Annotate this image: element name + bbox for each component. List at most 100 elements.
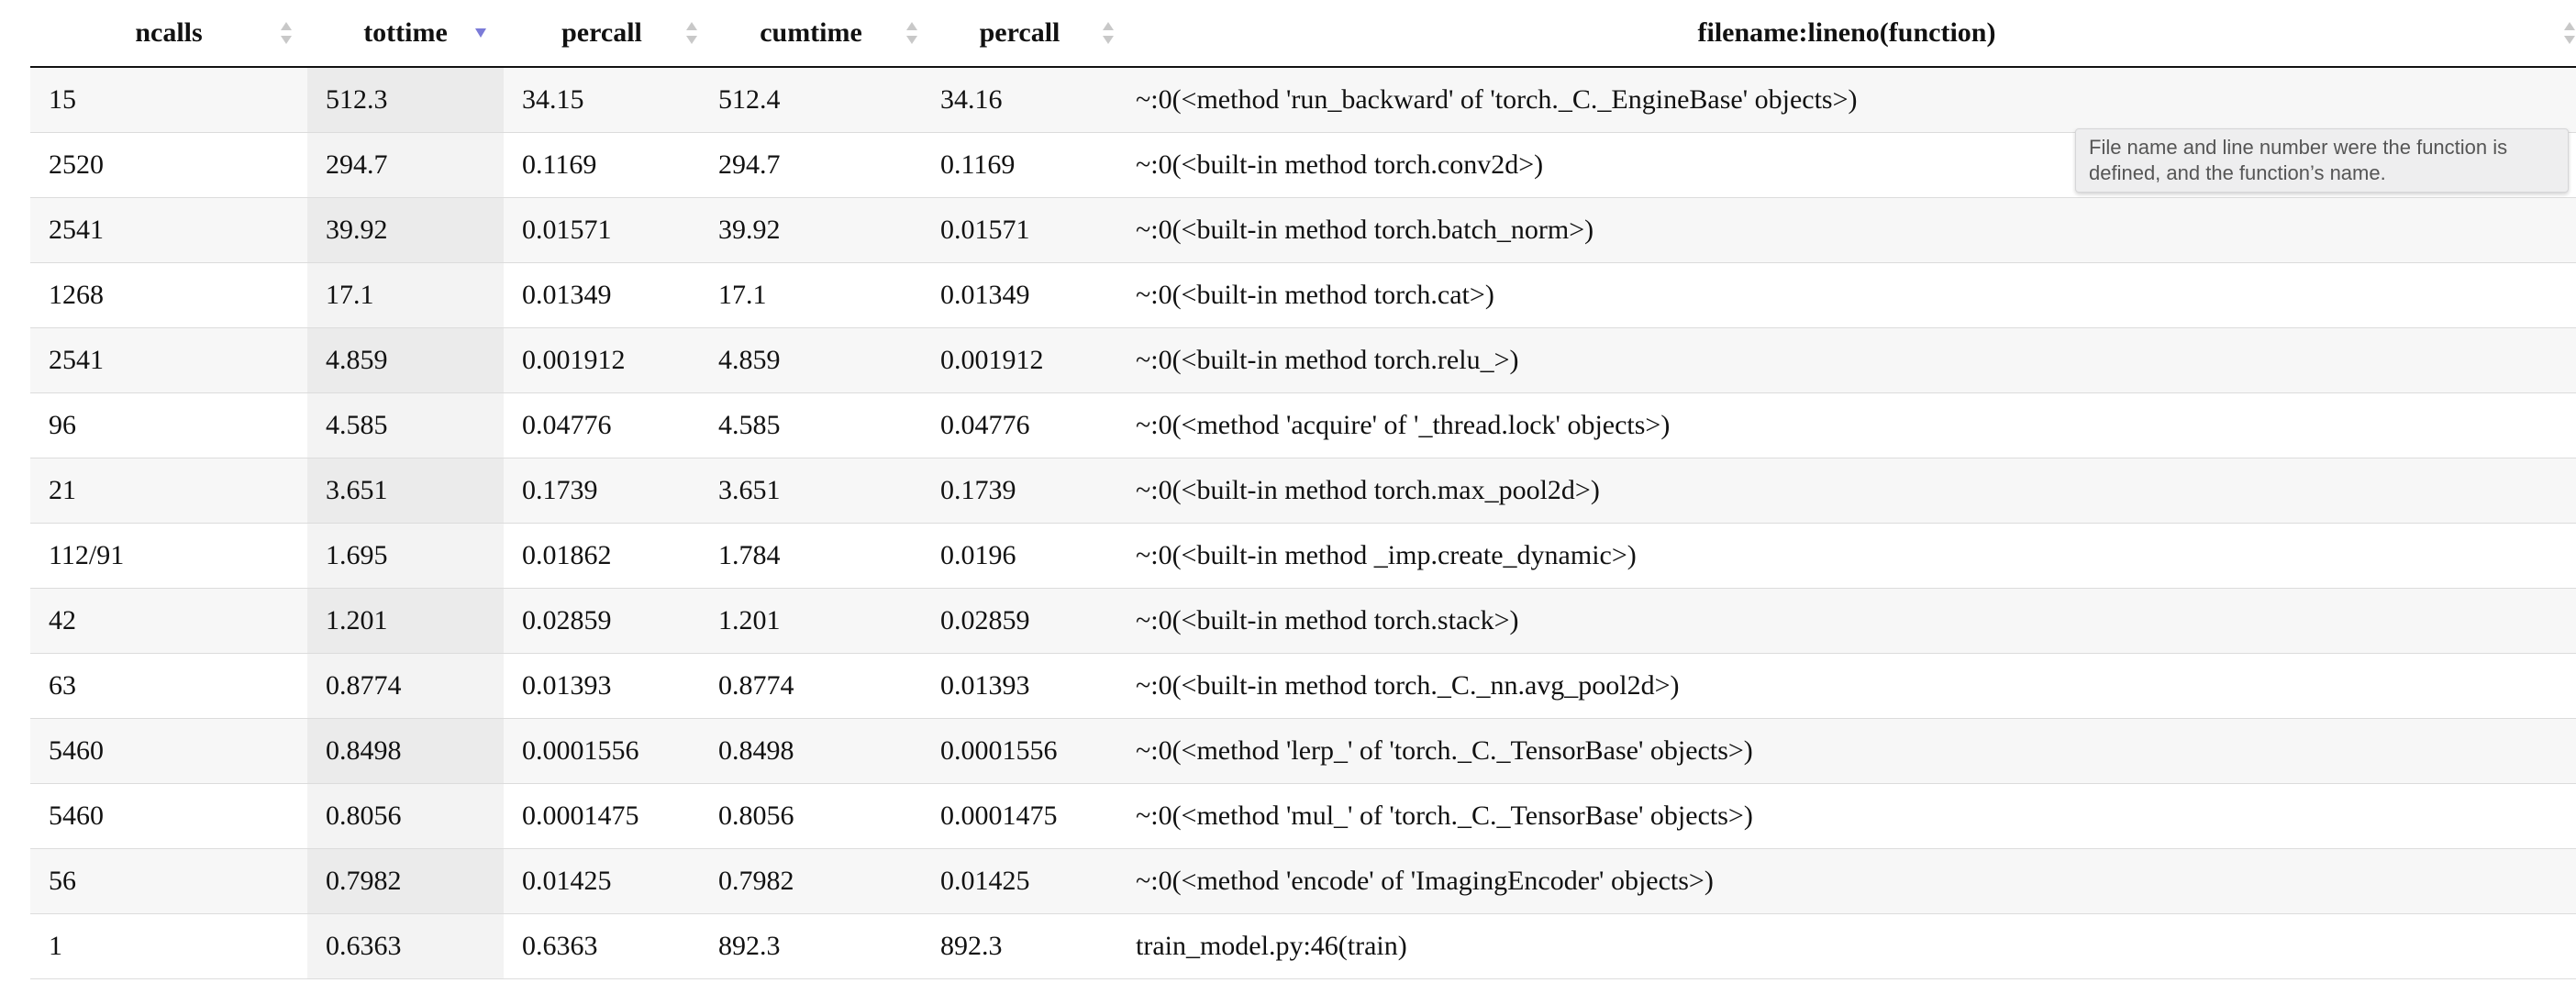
profile-stats-table: ncalls tottime percall — [30, 0, 2576, 979]
percall-cell: 34.15 — [504, 67, 700, 133]
percall-cell: 0.0001556 — [504, 718, 700, 784]
cumtime-cell: 0.8056 — [700, 783, 922, 849]
sort-updown-icon[interactable] — [685, 19, 698, 47]
cumtime-cell: 512.4 — [700, 67, 922, 133]
cumtime-cell: 3.651 — [700, 458, 922, 524]
percall-cumulative-cell: 0.0001475 — [922, 783, 1117, 849]
percall-cell: 0.01349 — [504, 262, 700, 328]
percall-cell: 0.02859 — [504, 588, 700, 654]
table-row: 2541 4.859 0.001912 4.859 0.001912 ~:0(<built… — [30, 327, 2576, 393]
filename-cell: ~:0(<method 'lerp_' of 'torch._C._Tensor… — [1117, 718, 2576, 784]
cumtime-cell: 294.7 — [700, 132, 922, 198]
percall-cell: 0.01571 — [504, 197, 700, 263]
tottime-cell: 0.6363 — [307, 913, 504, 979]
filename-cell: ~:0(<method 'mul_' of 'torch._C._TensorB… — [1117, 783, 2576, 849]
column-header-percall[interactable]: percall — [504, 0, 700, 68]
cumtime-cell: 17.1 — [700, 262, 922, 328]
tottime-cell: 0.8056 — [307, 783, 504, 849]
ncalls-cell: 63 — [30, 653, 307, 719]
ncalls-cell: 112/91 — [30, 523, 307, 589]
tottime-cell: 3.651 — [307, 458, 504, 524]
filename-cell: ~:0(<built-in method torch.stack>) — [1117, 588, 2576, 654]
percall-cell: 0.01862 — [504, 523, 700, 589]
column-header-label: ncalls — [135, 17, 203, 48]
column-header-label: tottime — [363, 17, 448, 48]
column-tooltip: File name and line number were the funct… — [2075, 128, 2569, 193]
sort-updown-icon[interactable] — [1102, 19, 1115, 47]
percall-cell: 0.1169 — [504, 132, 700, 198]
percall-cumulative-cell: 34.16 — [922, 67, 1117, 133]
table-row: 1 0.6363 0.6363 892.3 892.3 train_model.py:46… — [30, 913, 2576, 979]
percall-cumulative-cell: 0.01571 — [922, 197, 1117, 263]
column-header-label: percall — [979, 17, 1060, 48]
filename-cell: ~:0(<built-in method torch.cat>) — [1117, 262, 2576, 328]
tottime-cell: 0.7982 — [307, 848, 504, 914]
cumtime-cell: 1.784 — [700, 523, 922, 589]
percall-cumulative-cell: 0.01425 — [922, 848, 1117, 914]
filename-cell: ~:0(<built-in method torch._C._nn.avg_po… — [1117, 653, 2576, 719]
tottime-cell: 1.201 — [307, 588, 504, 654]
tottime-cell: 294.7 — [307, 132, 504, 198]
percall-cell: 0.6363 — [504, 913, 700, 979]
profile-stats-table-container: ncalls tottime percall — [30, 0, 2576, 979]
tottime-cell: 17.1 — [307, 262, 504, 328]
filename-cell: ~:0(<built-in method torch.max_pool2d>) — [1117, 458, 2576, 524]
tottime-cell: 0.8774 — [307, 653, 504, 719]
table-row: 21 3.651 0.1739 3.651 0.1739 ~:0(<built-in me… — [30, 458, 2576, 524]
cumtime-cell: 0.7982 — [700, 848, 922, 914]
percall-cell: 0.01425 — [504, 848, 700, 914]
sort-descending-icon[interactable] — [474, 19, 487, 47]
sort-updown-icon[interactable] — [905, 19, 918, 47]
percall-cell: 0.001912 — [504, 327, 700, 393]
percall-cumulative-cell: 0.02859 — [922, 588, 1117, 654]
tottime-cell: 512.3 — [307, 67, 504, 133]
percall-cell: 0.01393 — [504, 653, 700, 719]
table-row: 15 512.3 34.15 512.4 34.16 ~:0(<method 'run_b… — [30, 67, 2576, 133]
tottime-cell: 4.585 — [307, 392, 504, 458]
percall-cumulative-cell: 0.1169 — [922, 132, 1117, 198]
sort-updown-icon[interactable] — [2563, 19, 2576, 47]
tottime-cell: 39.92 — [307, 197, 504, 263]
table-row: 63 0.8774 0.01393 0.8774 0.01393 ~:0(<built-i… — [30, 653, 2576, 719]
table-header: ncalls tottime percall — [30, 0, 2576, 68]
cumtime-cell: 892.3 — [700, 913, 922, 979]
column-header-tottime[interactable]: tottime — [307, 0, 504, 68]
tottime-cell: 1.695 — [307, 523, 504, 589]
percall-cumulative-cell: 0.0196 — [922, 523, 1117, 589]
table-row: 96 4.585 0.04776 4.585 0.04776 ~:0(<method 'a… — [30, 392, 2576, 458]
table-row: 42 1.201 0.02859 1.201 0.02859 ~:0(<built-in … — [30, 588, 2576, 654]
percall-cumulative-cell: 0.01349 — [922, 262, 1117, 328]
cumtime-cell: 39.92 — [700, 197, 922, 263]
header-row: ncalls tottime percall — [30, 0, 2576, 68]
filename-cell: ~:0(<method 'encode' of 'ImagingEncoder'… — [1117, 848, 2576, 914]
percall-cumulative-cell: 0.001912 — [922, 327, 1117, 393]
table-body: 15 512.3 34.15 512.4 34.16 ~:0(<method 'run_b… — [30, 67, 2576, 979]
ncalls-cell: 15 — [30, 67, 307, 133]
ncalls-cell: 5460 — [30, 718, 307, 784]
column-header-label: cumtime — [760, 17, 862, 48]
ncalls-cell: 56 — [30, 848, 307, 914]
column-header-ncalls[interactable]: ncalls — [30, 0, 307, 68]
ncalls-cell: 2541 — [30, 327, 307, 393]
percall-cumulative-cell: 0.01393 — [922, 653, 1117, 719]
cumtime-cell: 0.8498 — [700, 718, 922, 784]
cumtime-cell: 4.859 — [700, 327, 922, 393]
tottime-cell: 4.859 — [307, 327, 504, 393]
percall-cumulative-cell: 0.04776 — [922, 392, 1117, 458]
column-header-percall-cumulative[interactable]: percall — [922, 0, 1117, 68]
ncalls-cell: 1 — [30, 913, 307, 979]
filename-cell: ~:0(<method 'acquire' of '_thread.lock' … — [1117, 392, 2576, 458]
filename-cell: ~:0(<built-in method torch.batch_norm>) — [1117, 197, 2576, 263]
cumtime-cell: 4.585 — [700, 392, 922, 458]
column-header-cumtime[interactable]: cumtime — [700, 0, 922, 68]
ncalls-cell: 1268 — [30, 262, 307, 328]
column-header-filename[interactable]: filename:lineno(function) — [1117, 0, 2576, 68]
percall-cell: 0.0001475 — [504, 783, 700, 849]
percall-cumulative-cell: 0.1739 — [922, 458, 1117, 524]
column-header-label: percall — [561, 17, 642, 48]
sort-updown-icon[interactable] — [280, 19, 293, 47]
table-row: 1268 17.1 0.01349 17.1 0.01349 ~:0(<built-in … — [30, 262, 2576, 328]
ncalls-cell: 2541 — [30, 197, 307, 263]
cumtime-cell: 0.8774 — [700, 653, 922, 719]
tottime-cell: 0.8498 — [307, 718, 504, 784]
